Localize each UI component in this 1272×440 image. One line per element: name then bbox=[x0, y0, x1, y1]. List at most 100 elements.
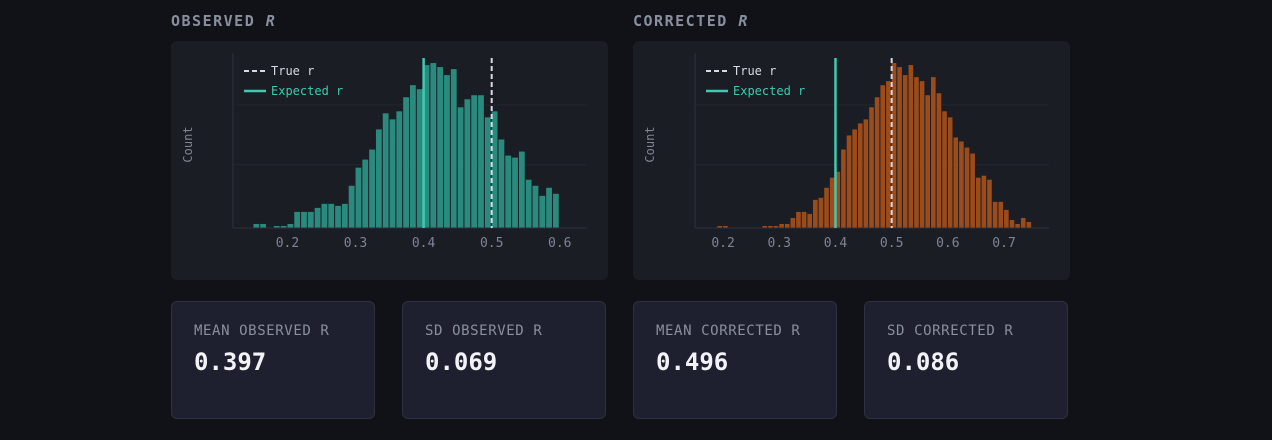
corrected-histogram: 0.2 0.3 0.4 0.5 0.6 0.7 Count True r Expected r bbox=[643, 53, 1049, 251]
corrected-chart-card: 0.2 0.3 0.4 0.5 0.6 0.7 Count True r Expected r bbox=[633, 41, 1070, 280]
histogram-bar bbox=[975, 177, 981, 228]
histogram-bar bbox=[396, 111, 403, 228]
histogram-bar bbox=[953, 137, 959, 228]
x-tick-label: 0.4 bbox=[412, 236, 436, 251]
histogram-bar bbox=[835, 171, 841, 228]
histogram-bar bbox=[273, 225, 280, 228]
histogram-bar bbox=[773, 225, 779, 228]
histogram-bar bbox=[942, 111, 947, 228]
histogram-bar bbox=[902, 75, 908, 228]
histogram-bar bbox=[919, 81, 925, 228]
histogram-bar bbox=[959, 141, 964, 228]
histogram-bar bbox=[807, 213, 812, 228]
histogram-bar bbox=[505, 155, 512, 228]
histogram-bar bbox=[444, 75, 450, 228]
histogram-bar bbox=[852, 129, 857, 228]
histogram-bar bbox=[341, 203, 348, 228]
x-tick-label: 0.4 bbox=[824, 236, 848, 251]
histogram-bar bbox=[457, 107, 464, 228]
histogram-bar bbox=[886, 81, 891, 228]
mean-corrected-card: MEAN CORRECTED R 0.496 bbox=[633, 301, 837, 419]
histogram-bar bbox=[857, 123, 863, 228]
histogram-bar bbox=[532, 185, 539, 228]
histogram-bar bbox=[498, 139, 505, 228]
histogram-bar bbox=[484, 117, 491, 228]
histogram-bar bbox=[546, 187, 552, 228]
histogram-bar bbox=[863, 119, 869, 228]
histogram-bar bbox=[355, 167, 362, 228]
histogram-bar bbox=[423, 65, 430, 228]
histogram-bar bbox=[375, 129, 382, 228]
histogram-bar bbox=[1020, 217, 1026, 228]
histogram-bar bbox=[382, 113, 389, 228]
stat-label: SD OBSERVED R bbox=[425, 323, 543, 339]
histogram-bar bbox=[307, 211, 314, 228]
mean-observed-card: MEAN OBSERVED R 0.397 bbox=[171, 301, 375, 419]
stat-value: 0.397 bbox=[194, 348, 267, 376]
histogram-bar bbox=[964, 147, 970, 228]
histogram-bar bbox=[801, 211, 807, 228]
stat-value: 0.086 bbox=[887, 348, 960, 376]
histogram-bar bbox=[897, 67, 902, 228]
sd-corrected-card: SD CORRECTED R 0.086 bbox=[864, 301, 1068, 419]
corrected-r-title: CORRECTED R bbox=[633, 12, 749, 30]
histogram-bar bbox=[328, 203, 335, 228]
histogram-bar bbox=[552, 193, 559, 228]
x-tick-label: 0.2 bbox=[276, 236, 299, 251]
histogram-bar bbox=[348, 185, 355, 228]
y-axis-label: Count bbox=[181, 126, 195, 162]
observed-r-title: OBSERVED R bbox=[171, 12, 276, 30]
histogram-bar bbox=[947, 117, 953, 228]
histogram-bar bbox=[970, 153, 975, 228]
histogram-bar bbox=[450, 69, 457, 228]
histogram-bar bbox=[717, 225, 723, 228]
stat-value: 0.496 bbox=[656, 348, 729, 376]
histogram-bar bbox=[987, 179, 992, 228]
histogram-bar bbox=[389, 119, 396, 228]
histogram-bar bbox=[471, 95, 478, 228]
histogram-bar bbox=[314, 207, 321, 228]
histogram-bar bbox=[260, 223, 267, 228]
x-tick-label: 0.7 bbox=[992, 236, 1015, 251]
observed-chart-card: 0.2 0.3 0.4 0.5 0.6 Count True r Expected r bbox=[171, 41, 608, 280]
observed-title-var: R bbox=[265, 12, 277, 30]
histogram-bar bbox=[723, 225, 728, 228]
histogram-bar bbox=[998, 201, 1004, 228]
histogram-bar bbox=[1004, 209, 1009, 228]
histogram-bar bbox=[512, 157, 518, 228]
histogram-bar bbox=[321, 203, 328, 228]
x-tick-label: 0.3 bbox=[344, 236, 367, 251]
histogram-bar bbox=[790, 217, 796, 228]
histogram-bar bbox=[287, 223, 294, 228]
histogram-bar bbox=[464, 99, 471, 228]
histogram-bar bbox=[880, 85, 886, 228]
histogram-bar bbox=[925, 95, 930, 228]
histogram-bar bbox=[784, 223, 790, 228]
x-tick-label: 0.5 bbox=[480, 236, 503, 251]
histogram-bar bbox=[294, 211, 301, 228]
histogram-bar bbox=[908, 65, 914, 228]
histogram-bar bbox=[335, 205, 341, 228]
corrected-title-var: R bbox=[738, 12, 749, 30]
corrected-title-text: CORRECTED bbox=[633, 12, 728, 30]
y-axis-label: Count bbox=[643, 126, 657, 162]
histogram-bar bbox=[437, 67, 444, 228]
x-tick-label: 0.3 bbox=[768, 236, 791, 251]
histogram-bar bbox=[1015, 223, 1020, 228]
histogram-bar bbox=[841, 149, 846, 228]
histogram-bar bbox=[1009, 219, 1015, 228]
stat-value: 0.069 bbox=[425, 348, 498, 376]
histogram-bar bbox=[301, 211, 307, 228]
stat-label: MEAN CORRECTED R bbox=[656, 323, 801, 339]
histogram-bar bbox=[992, 201, 998, 228]
histogram-bar bbox=[891, 63, 897, 228]
observed-histogram: 0.2 0.3 0.4 0.5 0.6 Count True r Expected r bbox=[181, 53, 587, 251]
histogram-bar bbox=[874, 97, 880, 228]
x-tick-label: 0.5 bbox=[880, 236, 903, 251]
histogram-bar bbox=[768, 225, 773, 228]
histogram-bar bbox=[1026, 221, 1032, 228]
histogram-bar bbox=[846, 135, 852, 228]
histogram-bar bbox=[914, 77, 919, 228]
x-tick-label: 0.6 bbox=[548, 236, 571, 251]
histogram-bar bbox=[362, 159, 369, 228]
